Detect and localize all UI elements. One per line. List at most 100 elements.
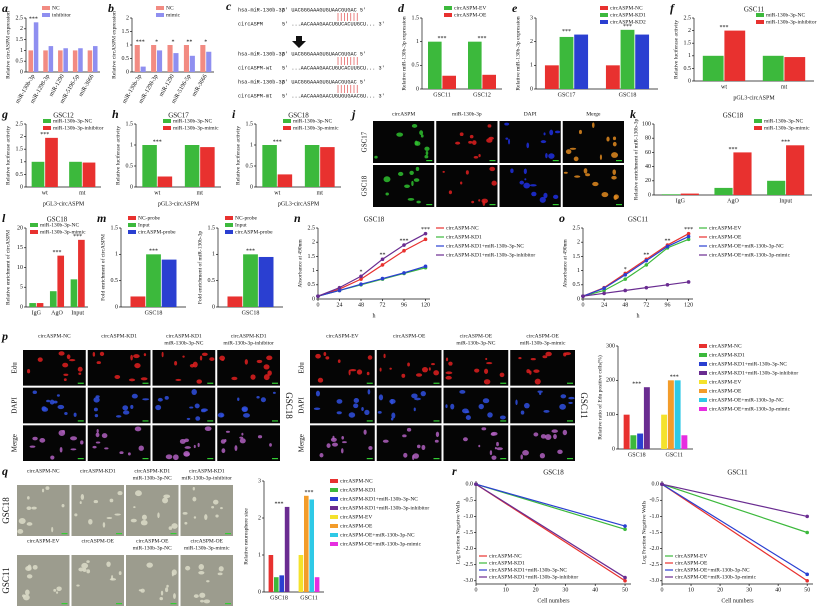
- column-label: miR-130b-3p-NC: [456, 340, 495, 346]
- cell-blob: [472, 140, 477, 145]
- point: [402, 243, 406, 247]
- scale-bar: [366, 458, 373, 460]
- point: [602, 291, 606, 296]
- cell-blob: [99, 351, 105, 357]
- y-axis-label: Fold enrichment of miR-130b-3p: [196, 231, 203, 304]
- cell-blob: [420, 390, 426, 397]
- cell-blob: [106, 516, 113, 519]
- cell-blob: [585, 173, 591, 177]
- point: [359, 274, 363, 279]
- legend-label: miR-130b-3p-NC: [173, 118, 212, 124]
- column-label: circASPM-OE: [136, 538, 169, 544]
- y-tick-label: 1.5: [573, 254, 581, 260]
- y-tick-label: 2: [20, 134, 23, 140]
- bar: [72, 50, 78, 72]
- y-tick-label: 0: [612, 446, 615, 452]
- cell-blob: [425, 151, 429, 156]
- y-tick-label: 0: [648, 192, 651, 198]
- cell-blob: [50, 455, 55, 460]
- significance: *: [360, 270, 363, 276]
- cell-blob: [465, 170, 469, 175]
- cell-blob: [523, 168, 527, 175]
- series-line: [317, 233, 426, 297]
- cell-blob: [389, 367, 392, 370]
- scale-bar: [489, 160, 496, 162]
- scale-bar: [225, 533, 231, 535]
- cell-blob: [559, 403, 566, 410]
- x-tick-label: IgG: [676, 198, 686, 204]
- y-tick-label: -1.0: [464, 514, 474, 520]
- cell-blob: [482, 200, 486, 206]
- legend-swatch: [30, 230, 38, 234]
- cell-blob: [505, 137, 509, 140]
- cell-blob: [127, 452, 131, 456]
- micrograph: [126, 555, 179, 606]
- micrograph: [23, 425, 86, 461]
- y-tick-label: 1: [688, 53, 691, 59]
- cell-blob: [242, 407, 245, 411]
- bar: [786, 145, 805, 195]
- bar: [57, 255, 65, 307]
- y-tick-label: 1: [250, 142, 253, 148]
- significance: *: [624, 267, 627, 273]
- legend-swatch: [330, 515, 338, 519]
- bar: [36, 303, 44, 307]
- cell-blob: [442, 170, 445, 173]
- cell-blob: [540, 434, 547, 439]
- x-tick-label: wt: [274, 190, 280, 196]
- cell-blob: [76, 584, 80, 587]
- x-tick-label: 24: [337, 302, 343, 308]
- y-tick-label: 1.5: [412, 15, 420, 21]
- legend-label: miR-130b-3p-mimic: [40, 229, 86, 235]
- x-tick-label: GSC18: [270, 595, 288, 601]
- cell-blob: [197, 442, 200, 448]
- cell-blob: [471, 200, 475, 204]
- point: [474, 482, 478, 487]
- x-tick-label: wt: [154, 190, 160, 196]
- cell-blob: [428, 367, 431, 371]
- cell-blob: [411, 124, 418, 128]
- scale-bar: [433, 382, 440, 384]
- significance: ***: [53, 250, 62, 256]
- y-tick-label: 0.5: [16, 172, 24, 178]
- x-axis-label: h: [637, 313, 640, 319]
- row-label: Edu: [11, 362, 19, 374]
- legend-label: circASPM-OE+miR-130b-3p-NC: [709, 397, 784, 403]
- cell-blob: [192, 486, 195, 491]
- point: [623, 527, 627, 532]
- bar: [428, 41, 442, 89]
- y-tick-label: -2.0: [650, 546, 660, 552]
- scale-bar: [272, 382, 278, 384]
- legend-swatch: [30, 223, 38, 227]
- cell-blob: [142, 398, 150, 401]
- x-tick-label: 10: [688, 587, 694, 593]
- x-tick-label: GSC11: [300, 595, 317, 601]
- cell-blob: [198, 563, 205, 570]
- x-tick-label: 30: [562, 587, 568, 593]
- chart-title: GSC12: [53, 112, 74, 120]
- scale-bar: [426, 160, 433, 162]
- column-label: circASPM-OE: [393, 333, 426, 339]
- cell-blob: [379, 367, 382, 372]
- column-label: circASPM-KD1: [80, 468, 116, 474]
- micrograph: [23, 350, 86, 386]
- bar: [605, 65, 620, 89]
- cell-blob: [244, 359, 248, 365]
- cell-blob: [179, 438, 186, 444]
- cell-blob: [448, 361, 453, 366]
- panel-letter: r: [452, 464, 457, 478]
- cell-blob: [49, 399, 55, 405]
- cell-blob: [491, 431, 498, 436]
- cell-blob: [462, 408, 469, 414]
- bar: [442, 75, 456, 89]
- y-tick-label: -3.0: [464, 578, 474, 584]
- cell-blob: [260, 397, 266, 403]
- y-axis-label: Relative circASPM expression: [5, 11, 11, 79]
- cell-blob: [478, 444, 481, 448]
- cell-blob: [317, 377, 324, 383]
- cell-blob: [382, 439, 389, 443]
- bar: [274, 577, 279, 592]
- panel-letter: f: [670, 1, 675, 15]
- cell-blob: [96, 428, 99, 434]
